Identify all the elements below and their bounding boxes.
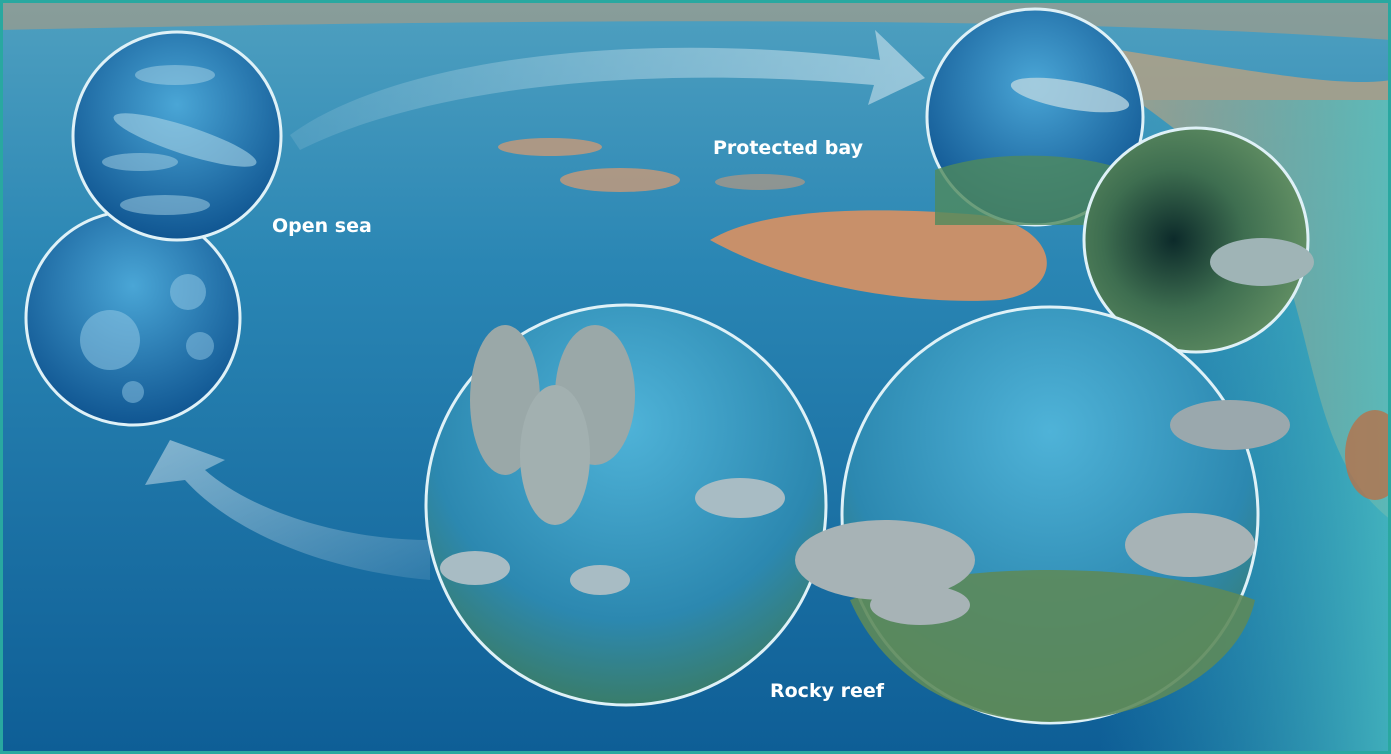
adult-fish bbox=[695, 478, 785, 518]
egg bbox=[186, 332, 214, 360]
larva bbox=[113, 113, 257, 167]
seaweed-circle bbox=[1082, 126, 1310, 354]
islet bbox=[498, 138, 602, 156]
adult-fish bbox=[795, 520, 975, 600]
arrow-to-bay bbox=[290, 30, 925, 150]
adult-fish bbox=[570, 565, 630, 595]
adult-fish bbox=[870, 585, 970, 625]
adult-fish bbox=[520, 385, 590, 525]
adult-fish bbox=[1170, 400, 1290, 450]
larva bbox=[120, 195, 210, 215]
islet bbox=[715, 174, 805, 190]
rock-outcrop bbox=[1345, 410, 1391, 500]
larva bbox=[135, 65, 215, 85]
juvenile-fish bbox=[1010, 77, 1130, 113]
arrow-to-open-sea bbox=[145, 440, 430, 580]
adult-fish bbox=[440, 551, 510, 585]
egg bbox=[170, 274, 206, 310]
adult-fish bbox=[1125, 513, 1255, 577]
egg bbox=[122, 381, 144, 403]
larva bbox=[102, 153, 178, 171]
node-label: Open sea bbox=[272, 215, 372, 237]
islet bbox=[560, 168, 680, 192]
node-label: Protected bay bbox=[713, 137, 864, 159]
egg bbox=[80, 310, 140, 370]
adult-fish bbox=[1210, 238, 1314, 286]
peninsula bbox=[710, 210, 1047, 301]
node-label: Rocky reef bbox=[770, 680, 885, 702]
